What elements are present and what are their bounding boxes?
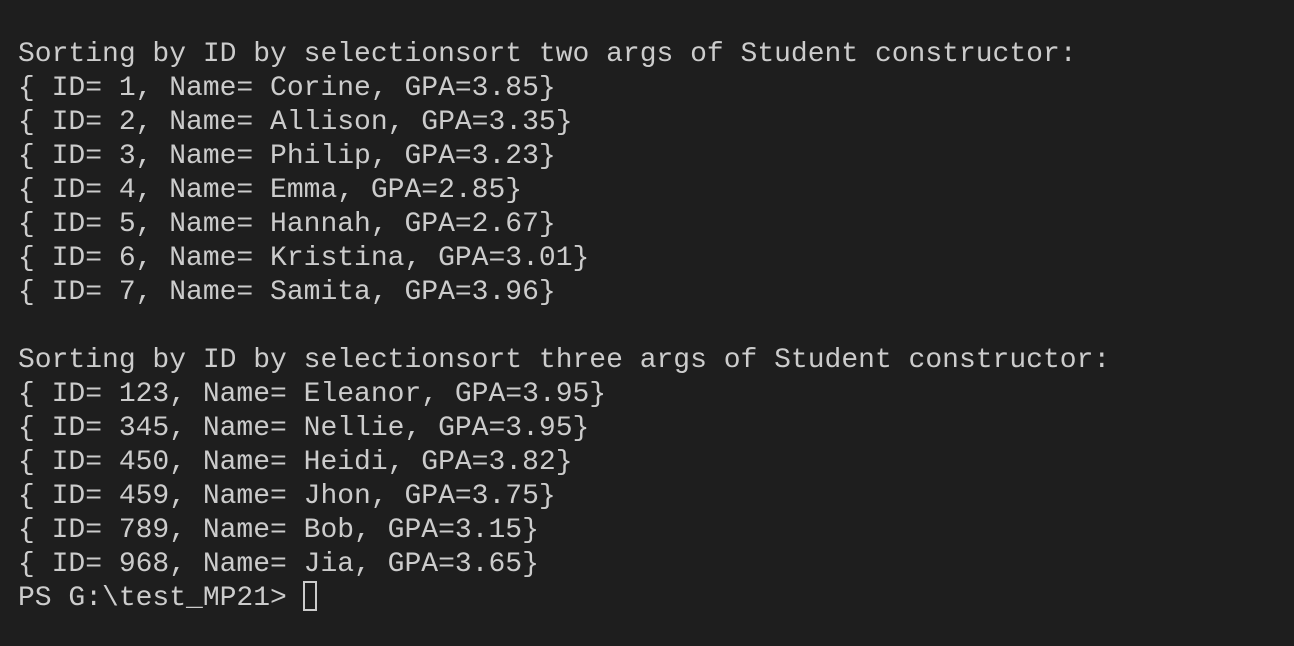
output-line-text: { ID= 3, Name= Philip, GPA=3.23} bbox=[18, 141, 556, 172]
output-line: { ID= 7, Name= Samita, GPA=3.96} bbox=[18, 276, 1288, 310]
output-line: { ID= 345, Name= Nellie, GPA=3.95} bbox=[18, 412, 1288, 446]
cursor bbox=[302, 580, 317, 611]
output-line-text: { ID= 789, Name= Bob, GPA=3.15} bbox=[18, 515, 539, 546]
output-line: { ID= 968, Name= Jia, GPA=3.65} bbox=[18, 548, 1288, 582]
prompt-line-text: PS G:\test_MP21> bbox=[18, 583, 287, 614]
output-line-text: { ID= 6, Name= Kristina, GPA=3.01} bbox=[18, 243, 590, 274]
output-line-text: { ID= 4, Name= Emma, GPA=2.85} bbox=[18, 175, 523, 206]
blank-line bbox=[18, 310, 1288, 344]
prompt-line: PS G:\test_MP21> bbox=[18, 580, 1288, 616]
section-heading: Sorting by ID by selectionsort three arg… bbox=[18, 344, 1288, 378]
output-line: { ID= 789, Name= Bob, GPA=3.15} bbox=[18, 514, 1288, 548]
terminal-output: Sorting by ID by selectionsort two args … bbox=[18, 38, 1288, 616]
output-line: { ID= 3, Name= Philip, GPA=3.23} bbox=[18, 140, 1288, 174]
output-line: { ID= 5, Name= Hannah, GPA=2.67} bbox=[18, 208, 1288, 242]
output-line-text: { ID= 5, Name= Hannah, GPA=2.67} bbox=[18, 209, 556, 240]
output-line-text: { ID= 345, Name= Nellie, GPA=3.95} bbox=[18, 413, 590, 444]
output-line: { ID= 2, Name= Allison, GPA=3.35} bbox=[18, 106, 1288, 140]
output-line-text: { ID= 1, Name= Corine, GPA=3.85} bbox=[18, 73, 556, 104]
output-line: { ID= 459, Name= Jhon, GPA=3.75} bbox=[18, 480, 1288, 514]
section-heading: Sorting by ID by selectionsort two args … bbox=[18, 38, 1288, 72]
output-line: { ID= 4, Name= Emma, GPA=2.85} bbox=[18, 174, 1288, 208]
output-line: { ID= 123, Name= Eleanor, GPA=3.95} bbox=[18, 378, 1288, 412]
output-line: { ID= 450, Name= Heidi, GPA=3.82} bbox=[18, 446, 1288, 480]
output-line-text: { ID= 2, Name= Allison, GPA=3.35} bbox=[18, 107, 573, 138]
output-line: { ID= 6, Name= Kristina, GPA=3.01} bbox=[18, 242, 1288, 276]
output-line: { ID= 1, Name= Corine, GPA=3.85} bbox=[18, 72, 1288, 106]
output-line-text: { ID= 450, Name= Heidi, GPA=3.82} bbox=[18, 447, 573, 478]
output-line-text: { ID= 968, Name= Jia, GPA=3.65} bbox=[18, 549, 539, 580]
output-line-text: { ID= 123, Name= Eleanor, GPA=3.95} bbox=[18, 379, 607, 410]
section-heading-text: Sorting by ID by selectionsort two args … bbox=[18, 39, 1077, 70]
section-heading-text: Sorting by ID by selectionsort three arg… bbox=[18, 345, 1111, 376]
output-line-text: { ID= 7, Name= Samita, GPA=3.96} bbox=[18, 277, 556, 308]
output-line-text: { ID= 459, Name= Jhon, GPA=3.75} bbox=[18, 481, 556, 512]
